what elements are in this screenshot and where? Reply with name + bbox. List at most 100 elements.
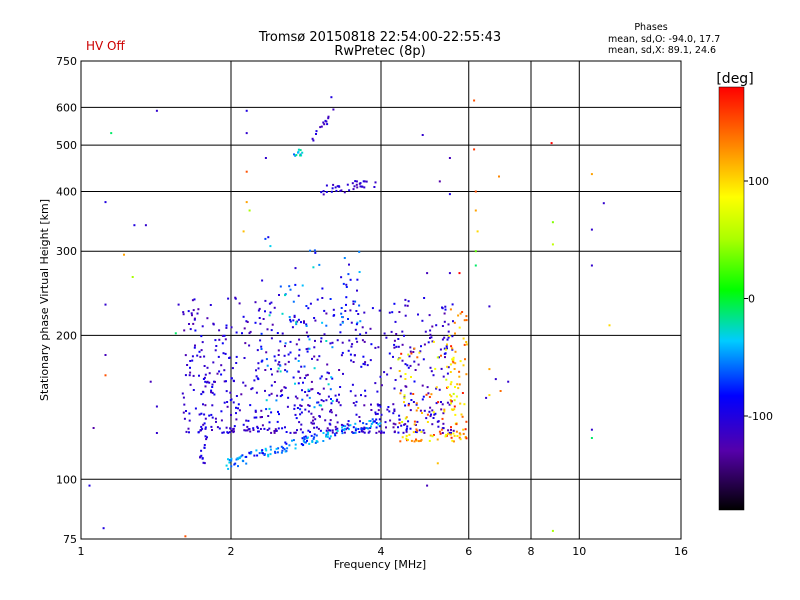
echo-point xyxy=(408,355,411,358)
echo-point xyxy=(421,384,424,387)
echo-point xyxy=(321,408,324,411)
echo-point xyxy=(352,432,355,434)
echo-point xyxy=(235,458,238,461)
echo-point xyxy=(473,148,476,151)
echo-point xyxy=(473,99,476,102)
echo-point xyxy=(227,458,229,461)
echo-point xyxy=(313,406,316,409)
echo-point xyxy=(457,387,460,390)
echo-point xyxy=(235,406,237,409)
echo-point xyxy=(371,307,374,310)
echo-point xyxy=(263,453,266,456)
echo-point xyxy=(448,431,451,434)
echo-point xyxy=(454,332,456,335)
echo-point xyxy=(266,328,269,331)
echo-point xyxy=(385,426,387,429)
echo-point xyxy=(365,180,368,183)
echo-point xyxy=(428,439,431,442)
echo-point xyxy=(417,407,420,409)
echo-point xyxy=(189,328,192,331)
echo-point xyxy=(293,431,296,434)
echo-point xyxy=(416,420,419,423)
echo-point xyxy=(203,444,206,446)
echo-point xyxy=(275,429,278,432)
echo-point xyxy=(441,417,444,420)
echo-point xyxy=(281,312,284,315)
echo-point xyxy=(363,431,366,434)
echo-point xyxy=(454,350,457,353)
echo-point xyxy=(285,431,288,433)
echo-point xyxy=(405,416,408,419)
echo-point xyxy=(281,394,284,397)
echo-point xyxy=(190,312,193,315)
echo-point xyxy=(294,431,297,434)
echo-point xyxy=(347,273,350,276)
echo-point xyxy=(355,180,358,183)
echo-point xyxy=(303,321,305,324)
echo-point xyxy=(314,339,316,342)
echo-point xyxy=(293,316,296,318)
echo-point xyxy=(299,149,302,152)
echo-point xyxy=(198,413,201,416)
echo-point xyxy=(268,394,271,397)
echo-point xyxy=(431,325,434,328)
echo-point xyxy=(409,392,412,395)
echo-point xyxy=(328,422,331,425)
echo-point xyxy=(267,236,270,239)
echo-point xyxy=(270,384,273,387)
echo-point xyxy=(386,373,389,376)
echo-point xyxy=(260,332,263,335)
echo-point xyxy=(259,339,262,342)
echo-point xyxy=(378,425,381,428)
echo-point xyxy=(268,421,271,424)
echo-point xyxy=(461,392,464,394)
echo-point xyxy=(294,267,297,270)
echo-point xyxy=(426,386,429,389)
echo-point xyxy=(414,424,417,426)
echo-point xyxy=(421,319,424,322)
echo-point xyxy=(110,132,113,135)
echo-point xyxy=(398,414,401,417)
echo-point xyxy=(281,427,284,430)
echo-point xyxy=(292,376,295,379)
echo-point xyxy=(245,132,248,135)
echo-point xyxy=(261,424,264,427)
echo-point xyxy=(294,413,297,416)
echo-point xyxy=(308,442,311,445)
echo-point xyxy=(451,358,454,361)
echo-point xyxy=(462,337,465,340)
echo-point xyxy=(296,397,299,400)
echo-point xyxy=(235,395,238,397)
echo-point xyxy=(448,193,451,196)
echo-point xyxy=(407,402,410,405)
echo-point xyxy=(447,336,450,339)
echo-point xyxy=(355,413,358,416)
echo-point xyxy=(323,123,326,126)
echo-point xyxy=(240,393,243,396)
echo-point xyxy=(305,325,308,327)
echo-point xyxy=(307,429,310,432)
echo-point xyxy=(203,446,206,449)
echo-point xyxy=(289,288,292,291)
echo-point xyxy=(246,321,249,323)
echo-point xyxy=(447,386,450,389)
echo-point xyxy=(344,310,347,312)
echo-point xyxy=(458,383,461,386)
echo-point xyxy=(269,245,272,248)
echo-point xyxy=(273,431,276,434)
echo-point xyxy=(289,320,292,323)
echo-point xyxy=(369,427,372,429)
echo-point xyxy=(235,355,238,358)
echo-point xyxy=(197,308,200,311)
echo-point xyxy=(449,371,452,373)
echo-point xyxy=(299,428,302,431)
echo-point xyxy=(289,431,292,434)
echo-point xyxy=(187,427,190,430)
echo-point xyxy=(253,454,256,457)
echo-point xyxy=(393,387,396,390)
echo-point xyxy=(336,398,339,401)
echo-point xyxy=(429,329,432,332)
echo-point xyxy=(306,350,309,353)
echo-point xyxy=(313,249,316,252)
echo-point xyxy=(358,431,361,433)
